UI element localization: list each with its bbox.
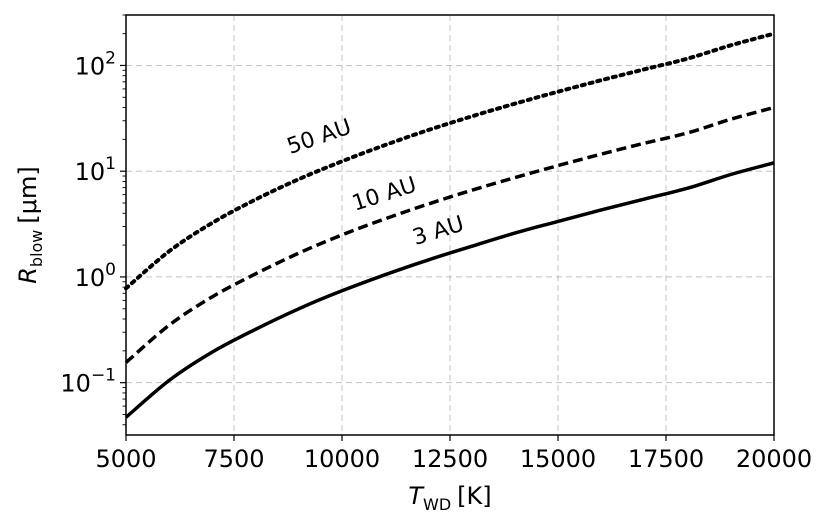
x-axis-label: TWD [K] (408, 482, 491, 514)
y-tick-label: 102 (75, 48, 116, 80)
y-axis-label: Rblow[μm] (14, 166, 46, 284)
x-tick-label: 20000 (736, 445, 812, 473)
x-tick-label: 10000 (304, 445, 380, 473)
y-tick-label: 101 (75, 154, 116, 186)
x-tick-label: 12500 (412, 445, 488, 473)
curve-label-50au: 50 AU (284, 115, 355, 160)
curve-label-3au: 3 AU (410, 212, 467, 251)
x-tick-label: 5000 (95, 445, 156, 473)
x-tick-label: 15000 (520, 445, 596, 473)
series-lines (124, 31, 776, 419)
x-tick-label: 17500 (628, 445, 704, 473)
axis-ticks: 5000 7500 10000 12500 15000 17500 20000 10−1 100… (60, 14, 812, 473)
x-tick-label: 7500 (203, 445, 264, 473)
y-tick-label: 100 (75, 260, 116, 292)
series-line-10au (124, 105, 775, 364)
y-tick-label: 10−1 (60, 366, 116, 398)
series-line-3au (124, 161, 775, 419)
series-line-50au (124, 31, 776, 291)
